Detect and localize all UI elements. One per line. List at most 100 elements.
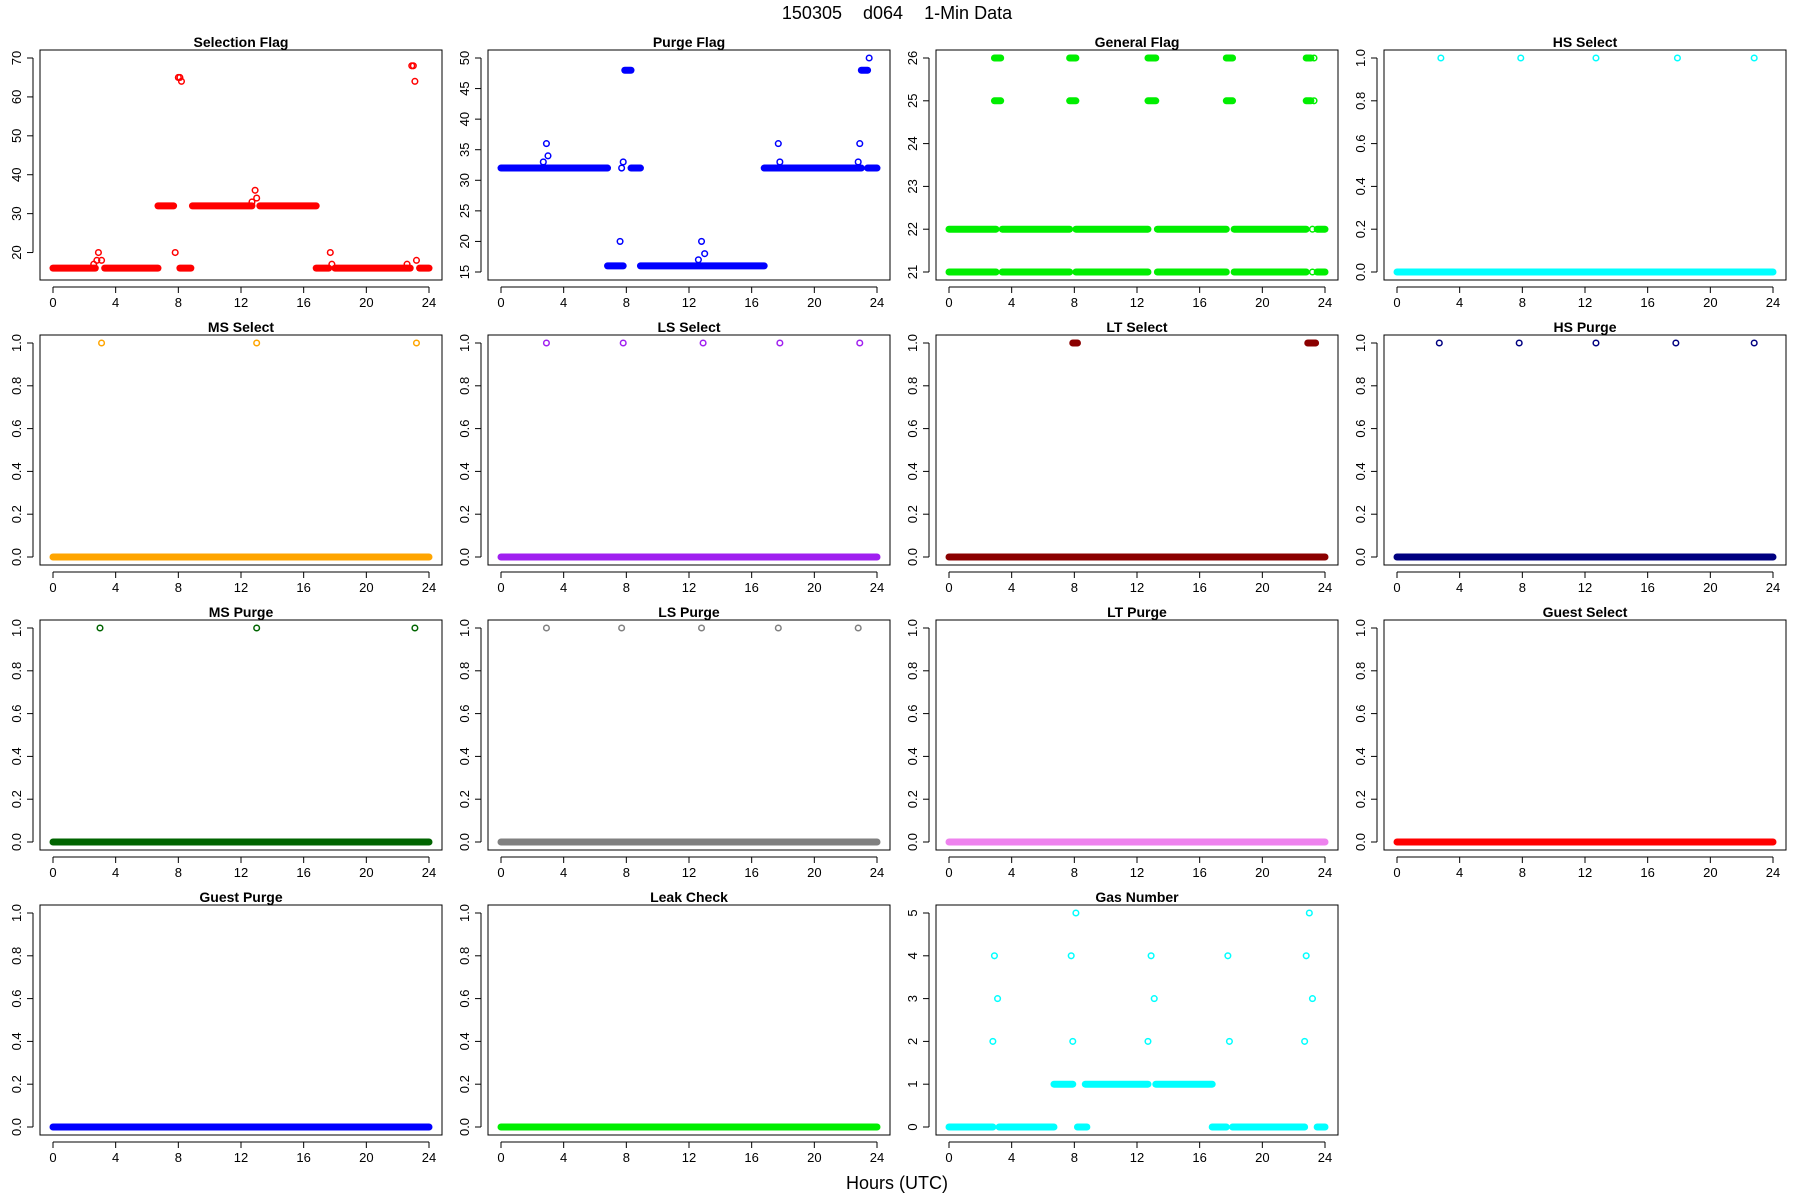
x-tick-label: 0 [945,1150,952,1165]
x-tick-label: 4 [112,1150,119,1165]
y-tick-label: 25 [905,94,920,108]
plot-frame [935,904,1339,1136]
x-axis: 0 4 8 12 16 20 24 [49,856,436,880]
panel-title-ls-purge: LS Purge [658,604,720,620]
y-tick-label: 0.0 [457,548,472,566]
panel-title-general-flag: General Flag [1095,34,1180,50]
x-axis: 0 4 8 12 16 20 24 [49,286,436,310]
y-tick-label: 23 [905,179,920,193]
y-tick-label: 21 [905,265,920,279]
y-axis: 0.0 0.2 0.4 0.6 0.8 1.0 [1353,49,1378,281]
y-axis: 0.0 0.2 0.4 0.6 0.8 1.0 [457,619,482,851]
y-tick-label: 1.0 [1353,334,1368,352]
data-point [1750,54,1758,62]
data-point [412,339,421,347]
panel-title-ls-select: LS Select [657,319,720,335]
x-tick-label: 8 [1519,865,1526,880]
y-tick-label: 0.8 [1353,662,1368,680]
x-tick-label: 24 [870,295,884,310]
x-tick-label: 16 [744,1150,758,1165]
data-point [1144,1037,1152,1045]
panel-hs-select: HS Select 0 4 8 12 16 20 24 0.0 0.2 0.4 0.6 0.8 1.0 [1353,34,1787,310]
x-tick-label: 16 [1192,1150,1206,1165]
y-tick-label: 0.0 [9,548,24,566]
x-tick-label: 4 [1456,295,1463,310]
panel-title-selection-flag: Selection Flag [194,34,289,50]
series-selection-flag [49,62,433,272]
x-tick-label: 8 [623,295,630,310]
plot-frame [935,49,1339,281]
x-tick-label: 20 [1703,295,1717,310]
x-tick-label: 24 [422,580,436,595]
x-tick-label: 20 [1255,865,1269,880]
x-tick-label: 8 [175,1150,182,1165]
x-tick-label: 12 [682,295,696,310]
x-tick-label: 24 [1318,865,1332,880]
x-tick-label: 24 [422,865,436,880]
data-point [176,73,184,82]
x-axis: 0 4 8 12 16 20 24 [1393,571,1780,595]
x-tick-label: 12 [1578,295,1592,310]
y-tick-label: 0.4 [9,747,24,765]
x-tick-label: 4 [1456,580,1463,595]
y-axis: 0.0 0.2 0.4 0.6 0.8 1.0 [457,334,482,566]
y-axis: 0.0 0.2 0.4 0.6 0.8 1.0 [1353,619,1378,851]
panel-ms-purge: MS Purge 0 4 8 12 16 20 24 0.0 0.2 0.4 0.6 0.8 1.0 [9,604,443,880]
series-ls-select [497,339,881,561]
x-tick-label: 12 [234,865,248,880]
y-tick-label: 0.4 [9,1032,24,1050]
data-point [1310,97,1318,105]
y-tick-label: 0 [905,1123,920,1130]
y-tick-label: 0.2 [457,1075,472,1093]
x-axis: 0 4 8 12 16 20 24 [1393,856,1780,880]
y-tick-label: 0.6 [9,990,24,1008]
data-point [1072,909,1080,917]
y-axis: 21 22 23 24 25 26 [905,51,930,279]
x-tick-label: 8 [1519,295,1526,310]
y-tick-label: 0.0 [9,1118,24,1136]
x-axis: 0 4 8 12 16 20 24 [49,1141,436,1165]
panel-ls-purge: LS Purge 0 4 8 12 16 20 24 0.0 0.2 0.4 0.6 0.8 1.0 [457,604,891,880]
x-tick-label: 16 [1192,295,1206,310]
y-tick-label: 60 [9,90,24,104]
y-axis: 15 20 25 30 35 40 45 50 [457,51,482,279]
y-axis: 0.0 0.2 0.4 0.6 0.8 1.0 [9,619,34,851]
data-point [1750,339,1758,347]
data-point [539,158,547,166]
data-point [865,54,873,62]
y-tick-label: 25 [457,204,472,218]
y-tick-label: 0.4 [457,462,472,480]
x-axis: 0 4 8 12 16 20 24 [49,571,436,595]
y-tick-label: 0.0 [1353,833,1368,851]
data-point [854,158,862,166]
y-tick-label: 0.2 [1353,790,1368,808]
y-tick-label: 22 [905,222,920,236]
x-tick-label: 4 [1008,295,1015,310]
data-point [776,158,784,166]
y-tick-label: 0.4 [1353,462,1368,480]
y-axis: 0.0 0.2 0.4 0.6 0.8 1.0 [9,904,34,1136]
x-tick-label: 12 [234,295,248,310]
panel-title-gas-number: Gas Number [1095,889,1179,905]
x-tick-label: 12 [1130,295,1144,310]
x-axis: 0 4 8 12 16 20 24 [1393,286,1780,310]
data-point [251,186,259,194]
x-tick-label: 16 [1640,295,1654,310]
x-tick-label: 8 [175,295,182,310]
data-point [409,62,417,70]
x-tick-label: 24 [1766,865,1780,880]
data-point [1310,54,1318,62]
x-tick-label: 24 [422,1150,436,1165]
x-axis: 0 4 8 12 16 20 24 [497,1141,884,1165]
data-point [411,77,419,85]
data-point [544,152,552,160]
y-tick-label: 0.6 [905,705,920,723]
x-tick-label: 4 [112,865,119,880]
x-tick-label: 4 [560,1150,567,1165]
plot-frame [487,904,891,1136]
plot-frame [487,334,891,566]
data-point [94,248,102,257]
x-tick-label: 8 [1071,865,1078,880]
y-tick-label: 1.0 [457,334,472,352]
x-axis: 0 4 8 12 16 20 24 [945,286,1332,310]
